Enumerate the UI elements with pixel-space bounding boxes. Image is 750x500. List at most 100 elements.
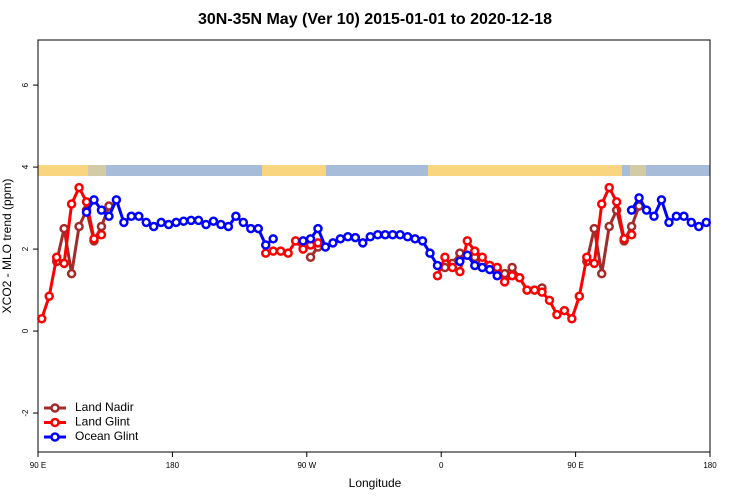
- legend-label: Ocean Glint: [75, 429, 139, 443]
- x-tick-label: 90 E: [30, 461, 46, 470]
- data-point: [283, 248, 293, 258]
- data-point: [305, 234, 316, 244]
- x-tick-label: 90 W: [297, 461, 316, 470]
- data-point: [395, 229, 405, 240]
- ocean-strip: [38, 165, 710, 176]
- data-point: [313, 238, 323, 248]
- data-point: [223, 221, 234, 232]
- data-point: [313, 223, 323, 234]
- series-line: [55, 205, 641, 292]
- y-tick-label: 4: [21, 164, 30, 169]
- legend-swatch-marker: [50, 417, 60, 428]
- data-point: [36, 314, 47, 324]
- data-point: [59, 258, 69, 269]
- data-point: [484, 264, 495, 275]
- legend-label: Land Glint: [75, 415, 130, 429]
- data-point: [358, 238, 368, 248]
- data-point: [335, 234, 346, 244]
- data-point: [582, 252, 592, 263]
- data-point: [410, 234, 420, 244]
- land-strip: [262, 165, 326, 176]
- data-point: [298, 244, 308, 254]
- legend-swatch-marker: [50, 403, 60, 413]
- data-point: [447, 262, 458, 273]
- data-point: [74, 221, 84, 232]
- data-point: [201, 219, 211, 230]
- data-point: [380, 229, 390, 240]
- data-point: [425, 248, 435, 258]
- data-point: [186, 215, 196, 226]
- data-point: [522, 285, 532, 295]
- y-tick-label: 2: [21, 246, 30, 251]
- data-point: [171, 217, 181, 228]
- data-point: [59, 223, 69, 234]
- data-point: [417, 236, 428, 246]
- series-line: [40, 186, 633, 321]
- data-point: [208, 216, 219, 226]
- data-point: [81, 207, 92, 217]
- data-point: [156, 217, 166, 228]
- data-point: [611, 197, 622, 207]
- land-strip: [630, 165, 646, 176]
- data-point: [51, 252, 62, 263]
- data-point: [320, 242, 331, 252]
- data-point: [455, 256, 465, 267]
- data-point: [328, 238, 338, 248]
- data-point: [238, 217, 249, 228]
- data-point: [96, 221, 107, 232]
- data-point: [440, 252, 450, 263]
- data-point: [365, 232, 376, 242]
- data-point: [134, 211, 144, 222]
- data-point: [260, 248, 271, 258]
- y-tick-label: 0: [21, 328, 30, 333]
- data-point: [216, 219, 226, 230]
- data-point: [529, 285, 540, 295]
- data-point: [507, 262, 517, 273]
- data-point: [604, 221, 614, 232]
- data-point: [305, 252, 316, 263]
- data-point: [679, 211, 689, 222]
- data-point: [231, 211, 241, 222]
- data-point: [246, 223, 256, 234]
- data-point: [626, 205, 637, 215]
- data-point: [499, 277, 510, 287]
- chart-title: 30N-35N May (Ver 10) 2015-01-01 to 2020-…: [198, 11, 552, 28]
- data-point: [387, 229, 398, 240]
- data-point: [552, 309, 562, 320]
- data-point: [141, 217, 152, 228]
- land-strip: [88, 165, 106, 176]
- data-point: [193, 215, 204, 226]
- data-point: [567, 314, 577, 324]
- data-point: [514, 273, 525, 283]
- data-point: [126, 211, 137, 222]
- y-tick-label: 6: [21, 82, 30, 87]
- data-point: [350, 232, 361, 243]
- data-point: [96, 205, 107, 215]
- data-point: [634, 193, 644, 203]
- data-point: [641, 205, 652, 215]
- data-point: [402, 232, 413, 242]
- data-point: [537, 287, 547, 297]
- x-axis-title: Longitude: [349, 476, 402, 490]
- land-strip: [428, 165, 622, 176]
- data-point: [455, 266, 465, 277]
- data-point: [163, 219, 174, 230]
- data-point: [462, 236, 473, 246]
- land-strip: [38, 165, 88, 176]
- data-point: [626, 221, 637, 232]
- x-tick-label: 90 E: [567, 461, 583, 470]
- data-point: [89, 195, 99, 205]
- y-tick-label: -2: [21, 409, 30, 417]
- data-point: [656, 195, 667, 205]
- data-point: [260, 240, 271, 250]
- data-point: [477, 262, 488, 273]
- data-point: [664, 217, 674, 228]
- data-point: [619, 234, 629, 244]
- x-tick-label: 0: [439, 461, 444, 470]
- data-point: [544, 295, 555, 306]
- data-point: [89, 234, 99, 244]
- surface-strip: [38, 165, 710, 176]
- data-point: [96, 229, 107, 240]
- x-tick-label: 180: [166, 461, 180, 470]
